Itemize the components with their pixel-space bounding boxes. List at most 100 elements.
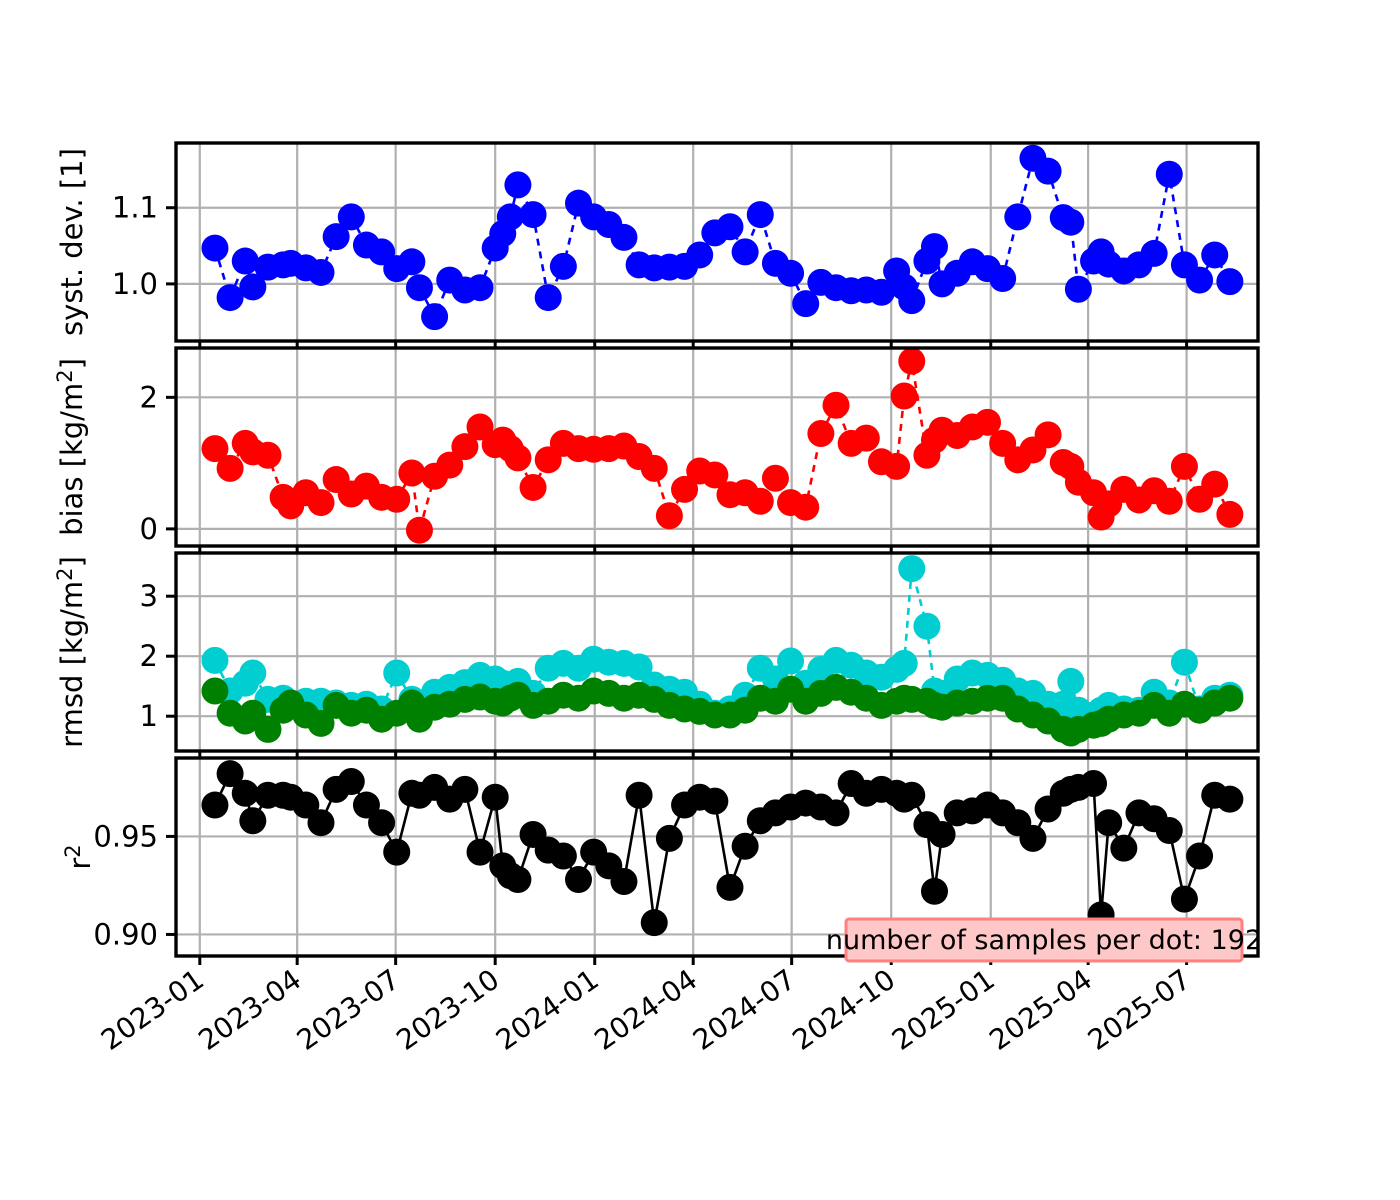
data-point [1034, 421, 1062, 449]
data-point [883, 452, 911, 480]
data-point [201, 234, 229, 262]
data-point [974, 408, 1001, 436]
y-axis-label: syst. dev. [1] [55, 148, 89, 336]
series-1 [201, 348, 1244, 544]
x-tick-label: 2023-07 [291, 963, 406, 1057]
data-point [368, 809, 396, 837]
data-point [201, 435, 229, 463]
panel-data [201, 348, 1244, 544]
data-point [504, 444, 532, 472]
data-point [890, 382, 918, 410]
x-tick-label: 2023-10 [390, 963, 505, 1057]
data-point [216, 760, 244, 788]
data-point [383, 485, 411, 513]
data-point [731, 238, 759, 266]
x-tick-label: 2024-04 [588, 963, 703, 1057]
data-point [807, 420, 835, 448]
data-point [610, 223, 638, 251]
data-point [989, 265, 1017, 293]
data-point [383, 838, 411, 866]
data-point [1004, 203, 1032, 231]
data-point [481, 783, 509, 811]
data-point [254, 441, 282, 469]
x-tick-label: 2024-01 [490, 963, 605, 1057]
data-point [731, 832, 759, 860]
y-axis-label-group: rmsd [kg/m2] [53, 556, 89, 748]
data-point [1110, 834, 1138, 862]
data-point [1186, 842, 1214, 870]
data-point [761, 464, 789, 492]
data-point [655, 502, 683, 530]
data-point [451, 775, 479, 803]
data-point [1034, 157, 1062, 185]
panel-2: 20 [140, 346, 1260, 555]
x-tick-label: 2024-10 [786, 963, 901, 1057]
data-point [466, 274, 494, 302]
data-point [792, 290, 820, 318]
data-point [671, 475, 699, 503]
data-point [1155, 817, 1183, 845]
data-point [421, 303, 449, 331]
data-point [716, 213, 744, 241]
x-tick-label-group: 2024-07 [687, 963, 802, 1057]
panel-frame [174, 346, 1260, 548]
data-point [239, 807, 267, 835]
data-point [1140, 239, 1168, 267]
data-point [701, 787, 729, 815]
data-point [822, 391, 850, 419]
data-point [867, 278, 895, 306]
data-point [519, 473, 547, 501]
y-tick-label: 2 [140, 639, 158, 673]
panel-data [201, 144, 1244, 331]
y-axis-label-group: syst. dev. [1] [55, 148, 89, 336]
data-point [383, 659, 411, 687]
data-point [920, 233, 948, 261]
panel-frame [174, 551, 1260, 753]
y-tick-label: 2 [140, 380, 158, 414]
x-tick-label: 2024-07 [687, 963, 802, 1057]
data-point [504, 866, 532, 894]
data-point [1170, 648, 1198, 676]
data-point [898, 555, 926, 583]
data-point [1170, 885, 1198, 913]
annotation-box [844, 917, 1244, 963]
data-point [549, 252, 577, 280]
data-point [640, 454, 668, 482]
data-point [466, 413, 494, 441]
x-tick-label: 2023-01 [95, 963, 210, 1057]
data-point [625, 781, 653, 809]
data-point [504, 171, 532, 199]
data-point [792, 493, 820, 521]
data-point [1216, 500, 1244, 528]
data-point [239, 273, 267, 301]
x-tick-label-group: 2023-01 [95, 963, 210, 1057]
series-2 [201, 673, 1244, 747]
data-point [1155, 487, 1183, 515]
x-tick-label-group: 2023-07 [291, 963, 406, 1057]
data-point [686, 241, 714, 269]
x-tick-label: 2025-01 [886, 963, 1001, 1057]
data-point [216, 454, 244, 482]
y-axis-label-group: bias [kg/m2] [53, 358, 89, 536]
data-point [822, 799, 850, 827]
y-axis-label: r2 [61, 844, 97, 869]
panel-background [176, 348, 1258, 546]
data-point [1170, 452, 1198, 480]
data-point [716, 873, 744, 901]
data-point [890, 649, 918, 677]
data-point [352, 791, 380, 819]
data-point [565, 866, 592, 894]
panel-data [201, 555, 1244, 747]
data-point [655, 824, 683, 852]
x-tick-label-group: 2025-04 [983, 963, 1098, 1057]
data-point [640, 909, 668, 937]
data-point [451, 433, 479, 461]
data-point [1201, 470, 1229, 498]
panel-data [201, 760, 1244, 937]
data-point [405, 516, 433, 544]
x-tick-label-group: 2023-10 [390, 963, 505, 1057]
data-point [201, 646, 229, 674]
data-point [216, 284, 244, 312]
x-tick-label-group: 2024-10 [786, 963, 901, 1057]
